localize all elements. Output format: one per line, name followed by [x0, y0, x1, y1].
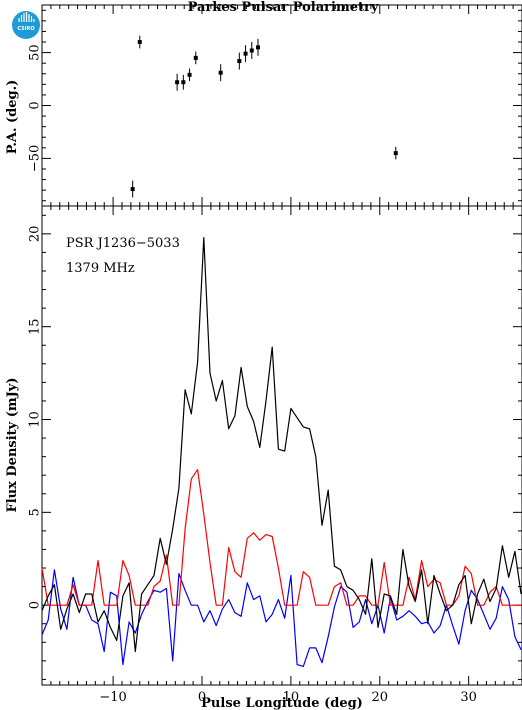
- csiro-logo-text: CSIRO: [17, 26, 34, 32]
- csiro-logo-bars: [18, 12, 35, 22]
- position-angle-panel: −50 0 50 P.A. (deg.): [5, 4, 522, 207]
- pa-point: [130, 187, 135, 192]
- pa-axis-label: P.A. (deg.): [5, 80, 20, 155]
- pa-point: [193, 55, 198, 60]
- y-tick-label: 10: [28, 411, 43, 428]
- pa-point: [249, 48, 254, 53]
- position-angle-frame: [41, 4, 522, 207]
- x-tick-label: 20: [372, 690, 389, 705]
- pa-point: [218, 70, 223, 75]
- pulsar-name-annotation: PSR J1236−5033: [66, 236, 180, 251]
- position-angle-points: [130, 35, 398, 198]
- pa-point: [181, 80, 186, 85]
- frequency-annotation: 1379 MHz: [66, 261, 135, 276]
- circular-polarization-line: [41, 569, 522, 668]
- flux-axis-label: Flux Density (mJy): [5, 378, 20, 513]
- y-tick-label: 5: [28, 508, 43, 516]
- linear-polarization-line: [41, 469, 522, 606]
- x-tick-label: −10: [99, 690, 126, 705]
- y-tick-label: 20: [28, 226, 43, 243]
- y-tick-label: 50: [28, 44, 43, 61]
- flux-profile-panel: −10 0 10 20 30 0 5 10 15 20 PSR J1236−5033 1379 M…: [5, 205, 522, 710]
- x-tick-label: 10: [283, 690, 300, 705]
- pa-point: [237, 59, 242, 64]
- y-tick-label: 15: [28, 318, 43, 335]
- pa-point: [137, 40, 142, 45]
- pa-point: [256, 45, 260, 50]
- pa-point: [393, 151, 398, 156]
- pa-point: [175, 80, 180, 85]
- flux-profile-lines: [41, 237, 522, 668]
- csiro-logo: CSIRO: [12, 11, 40, 39]
- flux-profile-ticks: −10 0 10 20 30 0 5 10 15 20: [28, 206, 522, 705]
- flux-profile-frame: [41, 205, 522, 686]
- longitude-axis-label: Pulse Longitude (deg): [201, 696, 363, 710]
- y-tick-label: 0: [28, 101, 43, 109]
- x-tick-label: 30: [460, 690, 477, 705]
- y-tick-label: −50: [28, 145, 43, 172]
- position-angle-ticks: −50 0 50: [28, 5, 522, 206]
- chart-title: Parkes Pulsar Polarimetry: [188, 0, 379, 15]
- pa-point: [187, 72, 192, 77]
- pa-point: [243, 51, 248, 56]
- x-tick-label: 0: [198, 690, 206, 705]
- total-intensity-line: [41, 237, 522, 653]
- y-tick-label: 0: [28, 601, 43, 609]
